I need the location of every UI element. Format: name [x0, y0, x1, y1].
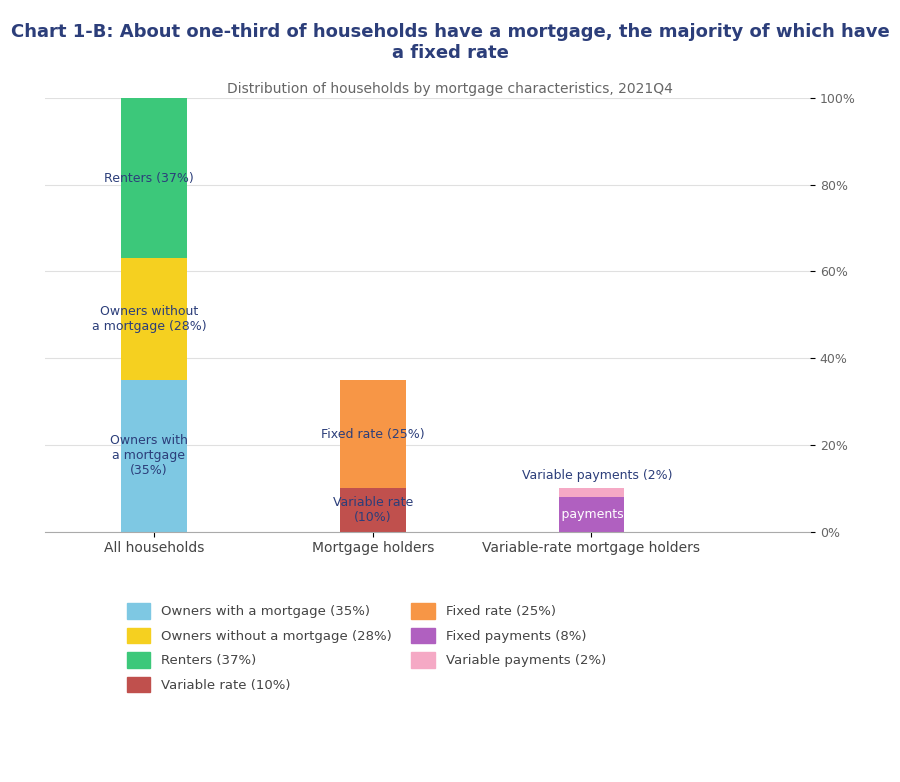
- Bar: [559, 488, 625, 497]
- Bar: [122, 98, 187, 258]
- Text: Variable payments (2%): Variable payments (2%): [522, 469, 672, 482]
- Legend: Owners with a mortgage (35%), Owners without a mortgage (28%), Renters (37%), Va: Owners with a mortgage (35%), Owners wit…: [127, 604, 606, 692]
- Text: Owners with
a mortgage
(35%): Owners with a mortgage (35%): [110, 434, 188, 477]
- Text: Renters (37%): Renters (37%): [104, 171, 194, 185]
- Text: Owners without
a mortgage (28%): Owners without a mortgage (28%): [92, 305, 206, 333]
- Text: Fixed rate (25%): Fixed rate (25%): [321, 428, 425, 440]
- Bar: [122, 258, 187, 380]
- Bar: [559, 497, 625, 532]
- Text: Variable rate
(10%): Variable rate (10%): [333, 496, 413, 524]
- Bar: [340, 488, 406, 532]
- Text: Chart 1-B: About one-third of households have a mortgage, the majority of which : Chart 1-B: About one-third of households…: [11, 23, 889, 63]
- Bar: [340, 380, 406, 488]
- Bar: [122, 380, 187, 532]
- Text: Distribution of households by mortgage characteristics, 2021Q4: Distribution of households by mortgage c…: [227, 82, 673, 96]
- Text: Fixed payments (8%): Fixed payments (8%): [526, 508, 658, 521]
